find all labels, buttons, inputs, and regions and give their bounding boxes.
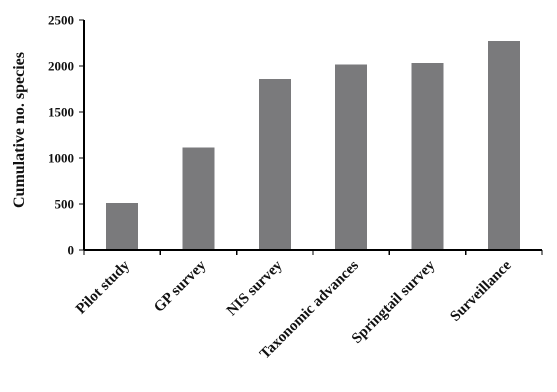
bars <box>106 41 520 251</box>
y-axis-title: Cumulative no. species <box>11 52 28 208</box>
bar-springtail-survey <box>411 63 444 250</box>
bar-nis-survey <box>258 78 291 250</box>
bar-surveillance <box>487 41 520 250</box>
bar-pilot-study <box>106 203 139 250</box>
y-axis-ticks: 0 500 1000 1500 2000 2500 <box>48 13 84 258</box>
bar-gp-survey <box>182 147 215 250</box>
y-tick-label-0: 0 <box>68 243 75 258</box>
y-tick-label-2000: 2000 <box>48 59 74 74</box>
category-label-pilot-study: Pilot study <box>73 257 133 317</box>
y-tick-label-2500: 2500 <box>48 13 74 28</box>
category-label-springtail-survey: Springtail survey <box>349 257 439 347</box>
x-axis-category-labels: Pilot study GP survey NIS surveyTaxonomic … <box>73 257 515 362</box>
y-tick-label-1000: 1000 <box>48 151 74 166</box>
y-tick-label-1500: 1500 <box>48 105 74 120</box>
category-label-gp-survey: GP survey <box>151 257 210 316</box>
bar-taxonomic-advances <box>335 64 368 251</box>
category-label-nis-survey: NIS survey <box>224 257 286 319</box>
x-axis-ticks <box>83 250 543 255</box>
category-label-surveillance: Surveillance <box>447 257 515 325</box>
y-tick-label-500: 500 <box>55 197 75 212</box>
